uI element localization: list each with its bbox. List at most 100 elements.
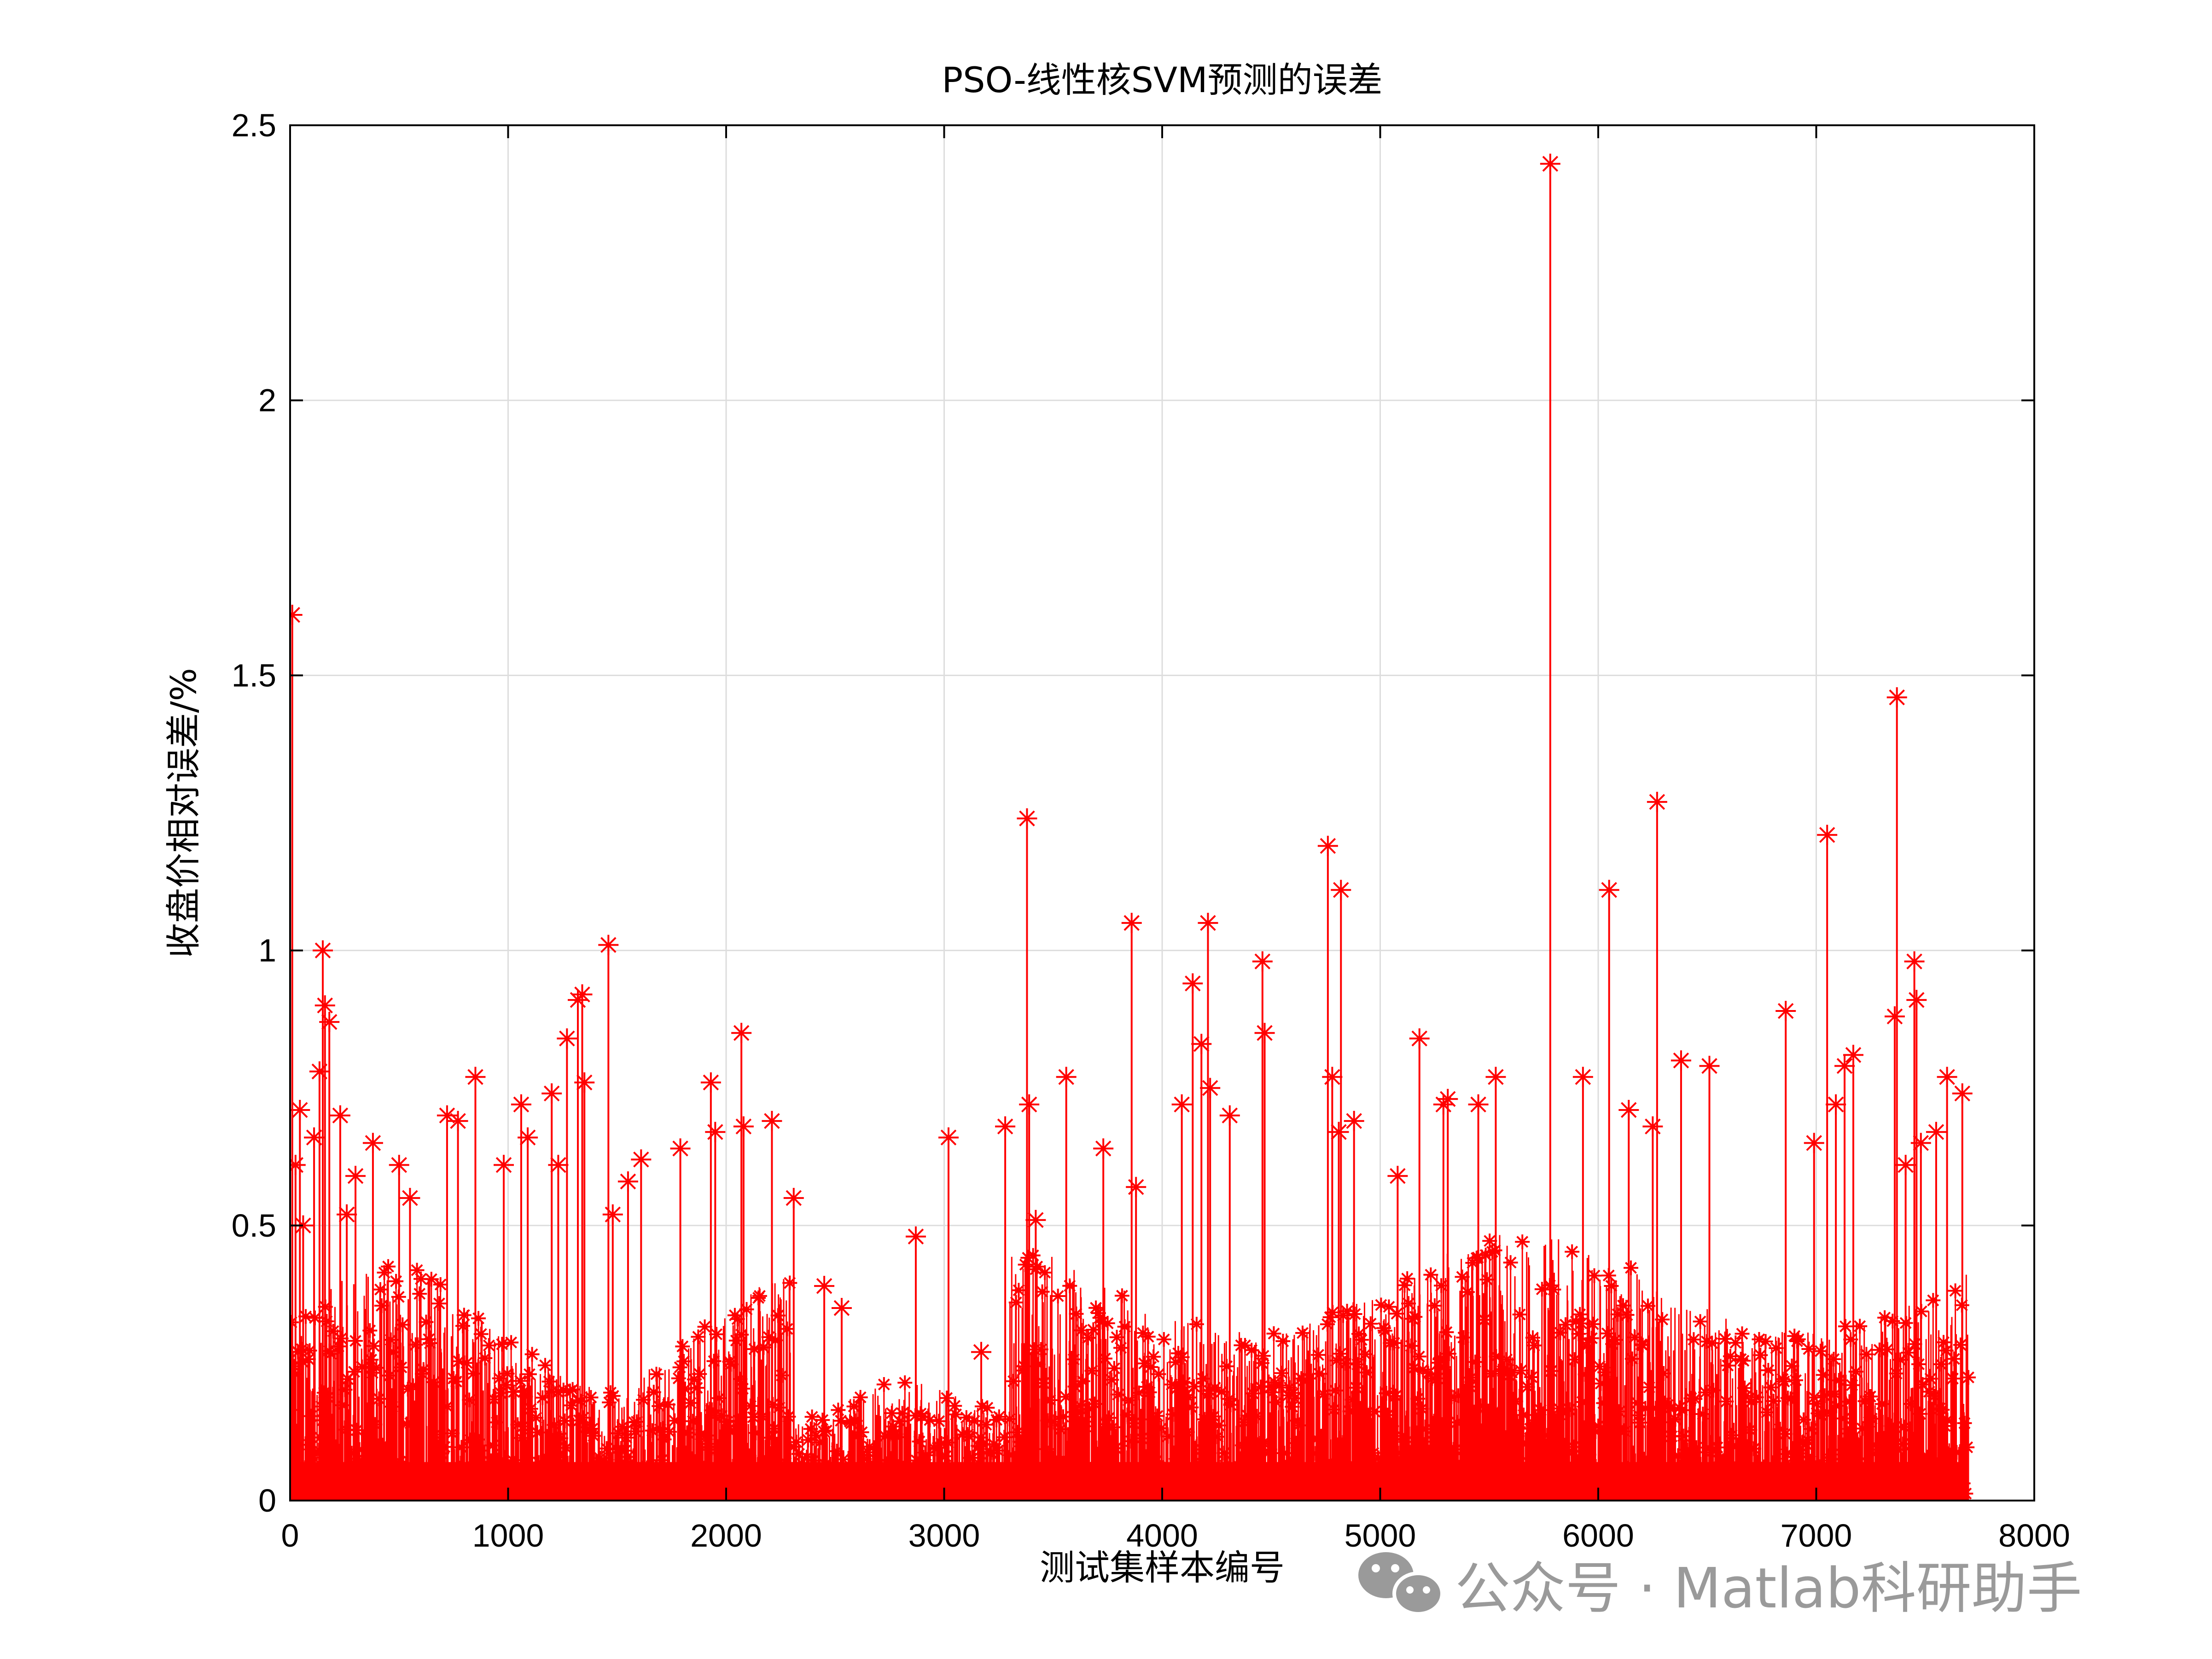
error-point-marker (1541, 1487, 1556, 1501)
error-point-marker (1736, 1353, 1751, 1368)
error-point-marker (1479, 1272, 1495, 1287)
error-point-marker (347, 1364, 362, 1379)
error-point-marker (671, 1371, 686, 1386)
error-point (314, 995, 335, 1016)
error-point-marker (1746, 1441, 1762, 1456)
error-point-marker (1310, 1431, 1325, 1447)
error-point-marker (1503, 1255, 1518, 1270)
error-point-marker (426, 1374, 442, 1390)
error-point-marker (1106, 1361, 1122, 1376)
x-tick-label: 5000 (1345, 1518, 1416, 1554)
error-point (1910, 1133, 1931, 1153)
error-point-marker (594, 1466, 609, 1481)
error-point-marker (1791, 1332, 1806, 1347)
error-point (494, 1155, 514, 1175)
error-point-marker (1067, 1379, 1083, 1394)
error-point-marker (481, 1338, 496, 1353)
error-point-marker (691, 1329, 706, 1344)
error-point-marker (767, 1421, 782, 1436)
error-point (1252, 951, 1273, 972)
error-point-marker (477, 1350, 493, 1366)
error-point-marker (506, 1384, 521, 1400)
error-point-marker (1077, 1424, 1092, 1439)
error-point-marker (1783, 1391, 1798, 1407)
error-point (345, 1166, 366, 1186)
error-point-marker (782, 1275, 797, 1291)
error-point-marker (505, 1453, 520, 1468)
error-point-marker (534, 1469, 549, 1484)
error-point-marker (1451, 1388, 1466, 1403)
error-point-marker (1843, 1332, 1858, 1347)
error-point-marker (1703, 1445, 1718, 1460)
error-point-marker (495, 1337, 510, 1352)
error-point (1056, 1067, 1077, 1087)
error-point-marker (1537, 1463, 1552, 1478)
error-point-marker (417, 1466, 432, 1481)
error-point-marker (1355, 1407, 1370, 1422)
error-point (1182, 973, 1203, 994)
error-point (762, 1110, 782, 1131)
error-point-marker (1118, 1468, 1134, 1484)
error-point-marker (433, 1277, 448, 1292)
error-point (448, 1110, 468, 1131)
x-tick-label: 0 (281, 1518, 299, 1554)
error-point-marker (1402, 1445, 1417, 1460)
x-tick-label: 8000 (1998, 1518, 2070, 1554)
error-point-marker (1693, 1314, 1708, 1329)
error-point-marker (1481, 1403, 1496, 1419)
error-point-marker (1007, 1486, 1022, 1501)
error-point (1254, 1022, 1275, 1043)
error-point-marker (1035, 1284, 1050, 1299)
error-point-marker (1664, 1429, 1679, 1444)
error-point-marker (1126, 1416, 1141, 1431)
error-point-marker (1926, 1293, 1941, 1308)
error-point-marker (706, 1354, 722, 1369)
error-point-marker (636, 1392, 651, 1408)
error-point-marker (628, 1424, 643, 1439)
error-point-marker (527, 1466, 542, 1481)
error-point-marker (1686, 1332, 1701, 1347)
error-point-marker (1081, 1330, 1096, 1345)
error-point-marker (895, 1406, 910, 1421)
error-point-marker (1712, 1459, 1728, 1474)
error-point-marker (949, 1407, 964, 1422)
error-point-marker (1563, 1480, 1578, 1495)
error-point-marker (1231, 1458, 1246, 1473)
error-point-marker (806, 1453, 821, 1468)
error-point-marker (646, 1384, 661, 1400)
error-point-marker (661, 1397, 676, 1412)
error-point-marker (750, 1472, 765, 1488)
error-point (1647, 792, 1667, 812)
error-point (1019, 1094, 1040, 1115)
error-point (293, 1215, 314, 1236)
error-point-marker (1604, 1278, 1619, 1293)
error-point (1834, 1056, 1855, 1076)
error-point-marker (990, 1443, 1005, 1458)
error-point-marker (1434, 1278, 1449, 1293)
error-point-marker (938, 1449, 953, 1464)
error-point-marker (1781, 1486, 1797, 1501)
error-point-marker (1273, 1484, 1288, 1499)
error-point (1317, 835, 1338, 856)
error-point-marker (1574, 1316, 1589, 1331)
error-point (1200, 1078, 1221, 1098)
error-point-marker (1593, 1376, 1608, 1391)
error-point-marker (1271, 1378, 1286, 1393)
error-point-marker (485, 1438, 501, 1453)
error-point-marker (966, 1414, 982, 1429)
error-point-marker (1635, 1338, 1650, 1353)
error-point-marker (1134, 1431, 1149, 1446)
error-point-marker (1349, 1380, 1364, 1396)
error-point-marker (1192, 1482, 1207, 1497)
error-point-marker (1075, 1373, 1090, 1389)
error-point-marker (1764, 1380, 1779, 1395)
error-point-marker (1308, 1446, 1323, 1461)
error-point-marker (980, 1400, 995, 1415)
error-point-marker (897, 1375, 913, 1390)
error-point-marker (1427, 1298, 1442, 1313)
error-point-marker (991, 1409, 1007, 1425)
error-point-marker (1050, 1288, 1065, 1303)
error-point (389, 1155, 409, 1175)
error-point-marker (1037, 1265, 1053, 1280)
